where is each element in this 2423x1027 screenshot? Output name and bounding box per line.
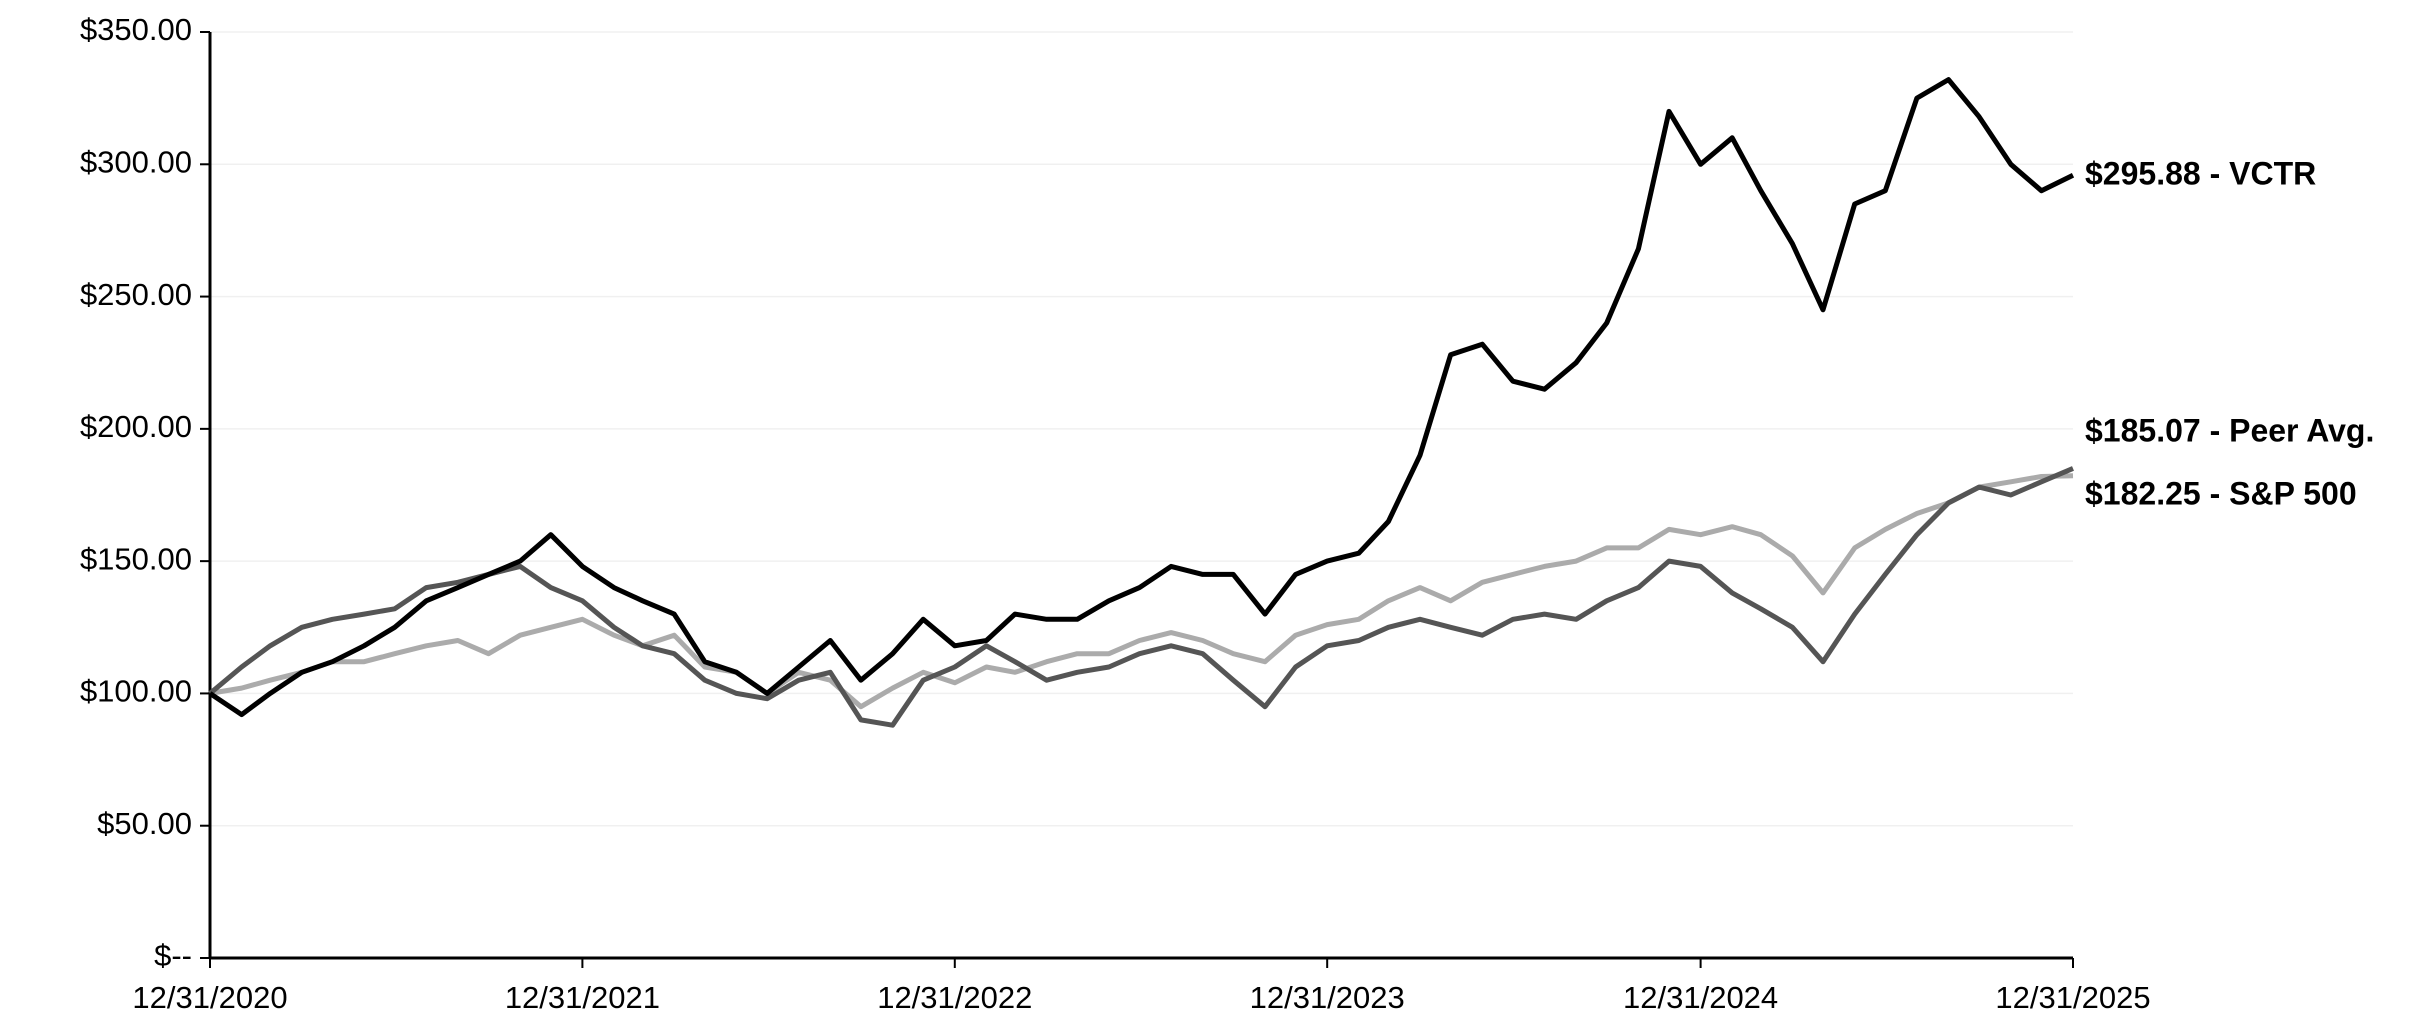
end-label: $295.88 - VCTR	[2085, 155, 2316, 191]
y-tick-label: $350.00	[80, 12, 192, 47]
series-line	[208, 466, 2074, 728]
series-line	[208, 77, 2075, 718]
y-tick-label: $150.00	[80, 541, 192, 576]
x-tick-label: 12/31/2023	[1250, 980, 1405, 1015]
y-tick-label: $250.00	[80, 277, 192, 312]
y-tick-label: $300.00	[80, 144, 192, 179]
x-tick-label: 12/31/2021	[505, 980, 660, 1015]
x-tick-label: 12/31/2020	[132, 980, 287, 1015]
end-label: $185.07 - Peer Avg.	[2085, 412, 2374, 448]
x-tick-label: 12/31/2022	[877, 980, 1032, 1015]
y-tick-label: $50.00	[97, 806, 192, 841]
end-label: $182.25 - S&P 500	[2085, 475, 2357, 511]
x-tick-label: 12/31/2025	[1995, 980, 2150, 1015]
y-tick-label: $200.00	[80, 409, 192, 444]
series-line	[209, 473, 2074, 710]
x-tick-label: 12/31/2024	[1623, 980, 1778, 1015]
y-tick-label: $100.00	[80, 674, 192, 709]
y-tick-label: $--	[154, 938, 192, 973]
